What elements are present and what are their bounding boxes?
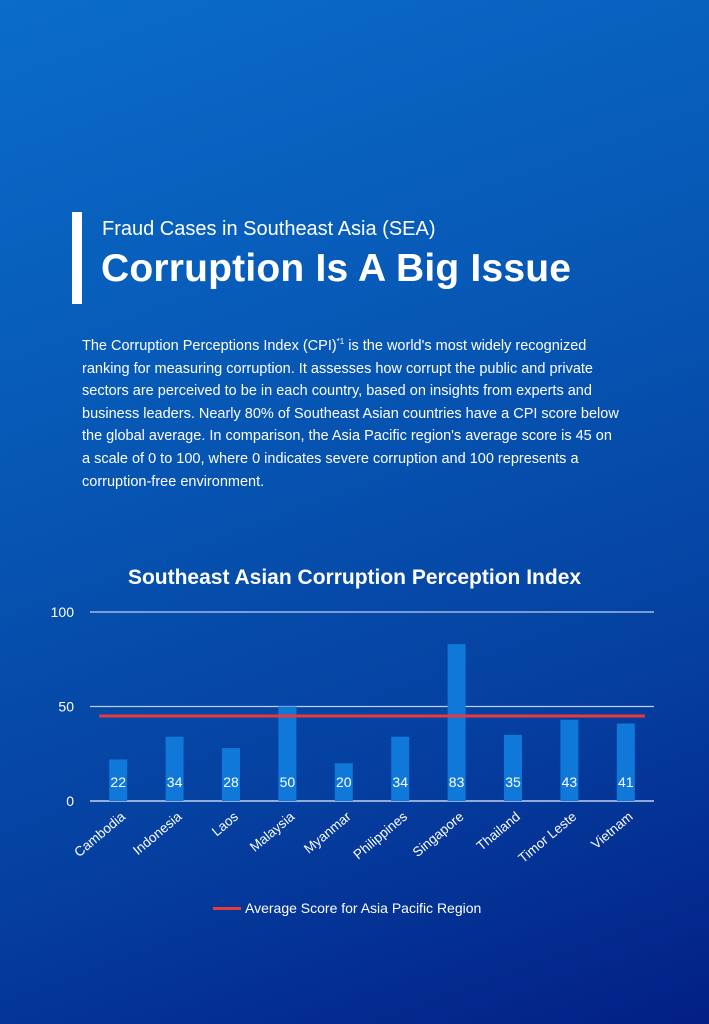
x-tick-label-vietnam: Vietnam — [588, 809, 635, 852]
page-kicker: Fraud Cases in Southeast Asia (SEA) — [102, 218, 436, 240]
bar-cambodia — [109, 759, 128, 801]
data-label-thailand: 35 — [505, 774, 521, 790]
page-title: Corruption Is A Big Issue — [101, 247, 572, 290]
y-tick-label-100: 100 — [51, 604, 75, 620]
x-tick-label-thailand: Thailand — [474, 809, 523, 854]
bar-philippines — [391, 736, 410, 801]
x-tick-label-laos: Laos — [209, 809, 241, 839]
bar-indonesia — [165, 736, 184, 801]
x-tick-label-indonesia: Indonesia — [130, 809, 185, 858]
legend-average-line-swatch — [213, 906, 241, 910]
x-tick-label-malaysia: Malaysia — [247, 808, 298, 854]
chart-title: Southeast Asian Corruption Perception In… — [127, 566, 582, 589]
bar-timor-leste — [560, 719, 579, 801]
footnote-marker: *1 — [336, 337, 345, 346]
bar-singapore — [447, 644, 466, 801]
data-label-vietnam: 41 — [618, 774, 634, 790]
data-label-philippines: 34 — [392, 774, 408, 790]
intro-text-start: The Corruption Perceptions Index (CPI) — [82, 338, 337, 354]
intro-paragraph: The Corruption Perceptions Index (CPI)*1… — [82, 331, 622, 493]
y-tick-label-50: 50 — [58, 699, 74, 715]
title-accent-bar — [72, 212, 82, 304]
x-tick-label-singapore: Singapore — [410, 809, 467, 860]
bar-myanmar — [334, 763, 353, 801]
data-label-myanmar: 20 — [336, 774, 352, 790]
x-tick-label-cambodia: Cambodia — [71, 808, 128, 859]
x-tick-label-timor-leste: Timor Leste — [515, 809, 579, 866]
legend-average-label: Average Score for Asia Pacific Region — [245, 900, 482, 916]
data-label-indonesia: 34 — [167, 774, 183, 790]
bar-laos — [222, 748, 240, 801]
x-tick-label-philippines: Philippines — [350, 809, 410, 863]
data-label-singapore: 83 — [449, 774, 465, 790]
data-label-cambodia: 22 — [110, 774, 126, 790]
bar-thailand — [504, 734, 522, 801]
data-label-laos: 28 — [223, 774, 239, 790]
cpi-bar-chart: 0 50 100 22 34 28 50 20 34 83 35 43 41 Cambodia Indone… — [51, 604, 654, 866]
intro-text-rest: is the world's most widely recognized ra… — [82, 338, 619, 490]
data-label-timor-leste: 43 — [562, 774, 578, 790]
chart-legend: Average Score for Asia Pacific Region — [213, 898, 481, 918]
bar-malaysia — [278, 706, 297, 801]
x-tick-label-myanmar: Myanmar — [301, 808, 354, 856]
bar-vietnam — [616, 723, 635, 801]
y-tick-label-0: 0 — [66, 793, 74, 809]
data-label-malaysia: 50 — [280, 774, 296, 790]
